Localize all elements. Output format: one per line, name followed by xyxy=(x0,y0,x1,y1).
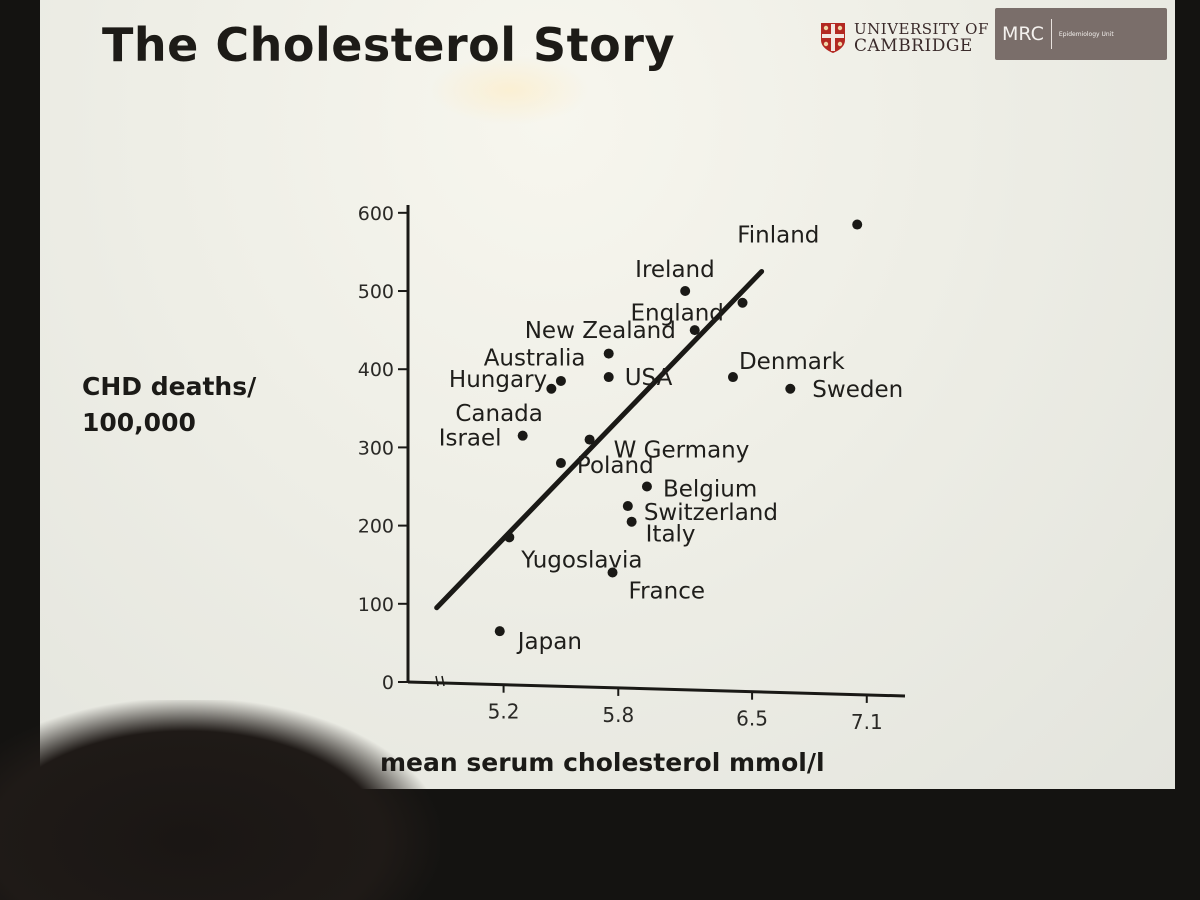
point-label: W Germany xyxy=(614,438,750,464)
data-point xyxy=(546,383,557,394)
data-point xyxy=(603,348,614,359)
y-tick-label: 100 xyxy=(358,594,394,616)
point-label: Yugoslavia xyxy=(520,547,642,573)
data-point xyxy=(555,458,566,469)
point-label: Finland xyxy=(737,223,819,249)
mrc-subtitle: Epidemiology Unit xyxy=(1058,30,1114,38)
y-tick-label: 600 xyxy=(358,203,394,225)
data-point xyxy=(603,372,614,383)
slide-title: The Cholesterol Story xyxy=(102,18,675,72)
data-point xyxy=(584,434,595,445)
x-tick-label: 5.2 xyxy=(488,700,520,724)
slide: The Cholesterol Story UNIVERSITY OF CAMB… xyxy=(40,0,1175,789)
data-point xyxy=(504,532,515,543)
point-label: Belgium xyxy=(663,477,757,503)
point-label: Canada xyxy=(455,401,543,427)
mrc-logo: MRC Epidemiology Unit xyxy=(995,8,1167,60)
projector-glare xyxy=(430,55,590,125)
mrc-divider xyxy=(1050,19,1052,49)
university-line-1: UNIVERSITY OF xyxy=(854,20,989,38)
cambridge-logo: UNIVERSITY OF CAMBRIDGE xyxy=(820,18,989,58)
data-point xyxy=(494,626,505,637)
point-label: Switzerland xyxy=(644,500,778,526)
x-tick-label: 6.5 xyxy=(736,707,768,731)
data-point xyxy=(737,297,748,308)
cambridge-crest-icon xyxy=(821,23,845,53)
data-point xyxy=(517,430,528,441)
y-axis-label-line-1: CHD deaths/ xyxy=(82,372,257,401)
point-label: Ireland xyxy=(635,257,715,283)
point-label: Denmark xyxy=(739,349,845,375)
y-tick-label: 0 xyxy=(382,672,394,694)
y-axis-label-line-2: 100,000 xyxy=(82,408,196,437)
data-point xyxy=(785,383,796,394)
mrc-wordmark: MRC xyxy=(1002,23,1044,45)
data-point xyxy=(622,501,633,512)
point-label: Israel xyxy=(439,426,502,452)
data-point xyxy=(555,375,566,386)
university-wordmark: UNIVERSITY OF CAMBRIDGE xyxy=(854,21,989,55)
point-label: New Zealand xyxy=(525,318,676,344)
x-tick-label: 7.1 xyxy=(851,710,883,734)
data-point xyxy=(727,372,738,383)
point-label: England xyxy=(631,301,724,327)
point-label: Poland xyxy=(577,453,654,479)
data-point xyxy=(689,325,700,336)
y-tick-label: 300 xyxy=(358,437,394,459)
point-label: Italy xyxy=(646,522,696,548)
trend-line xyxy=(434,268,765,611)
university-line-2: CAMBRIDGE xyxy=(854,36,973,56)
axis-break-mark xyxy=(435,675,439,687)
point-label: France xyxy=(629,579,705,605)
data-point xyxy=(641,481,652,492)
y-tick-label: 500 xyxy=(358,281,394,303)
point-label: Australia xyxy=(484,346,586,372)
y-tick-label: 400 xyxy=(358,359,394,381)
point-label: Japan xyxy=(516,629,582,655)
point-label: Sweden xyxy=(812,377,903,403)
y-tick-label: 200 xyxy=(358,516,394,538)
data-point xyxy=(852,219,863,230)
data-point xyxy=(680,286,691,297)
x-axis-label: mean serum cholesterol mmol/l xyxy=(380,748,825,777)
data-point xyxy=(626,516,637,527)
audience-head-silhouette xyxy=(0,700,440,900)
x-axis-line xyxy=(407,680,906,698)
axis-break-mark xyxy=(441,675,445,687)
point-label: Hungary xyxy=(449,367,547,393)
point-label: USA xyxy=(625,365,673,391)
scatter-chart: 0 100 200 300 400 500 600 5.2 5.8 6.5 7.1 Finland Ir… xyxy=(358,203,906,734)
x-tick-label: 5.8 xyxy=(602,703,634,727)
data-point xyxy=(607,567,618,578)
